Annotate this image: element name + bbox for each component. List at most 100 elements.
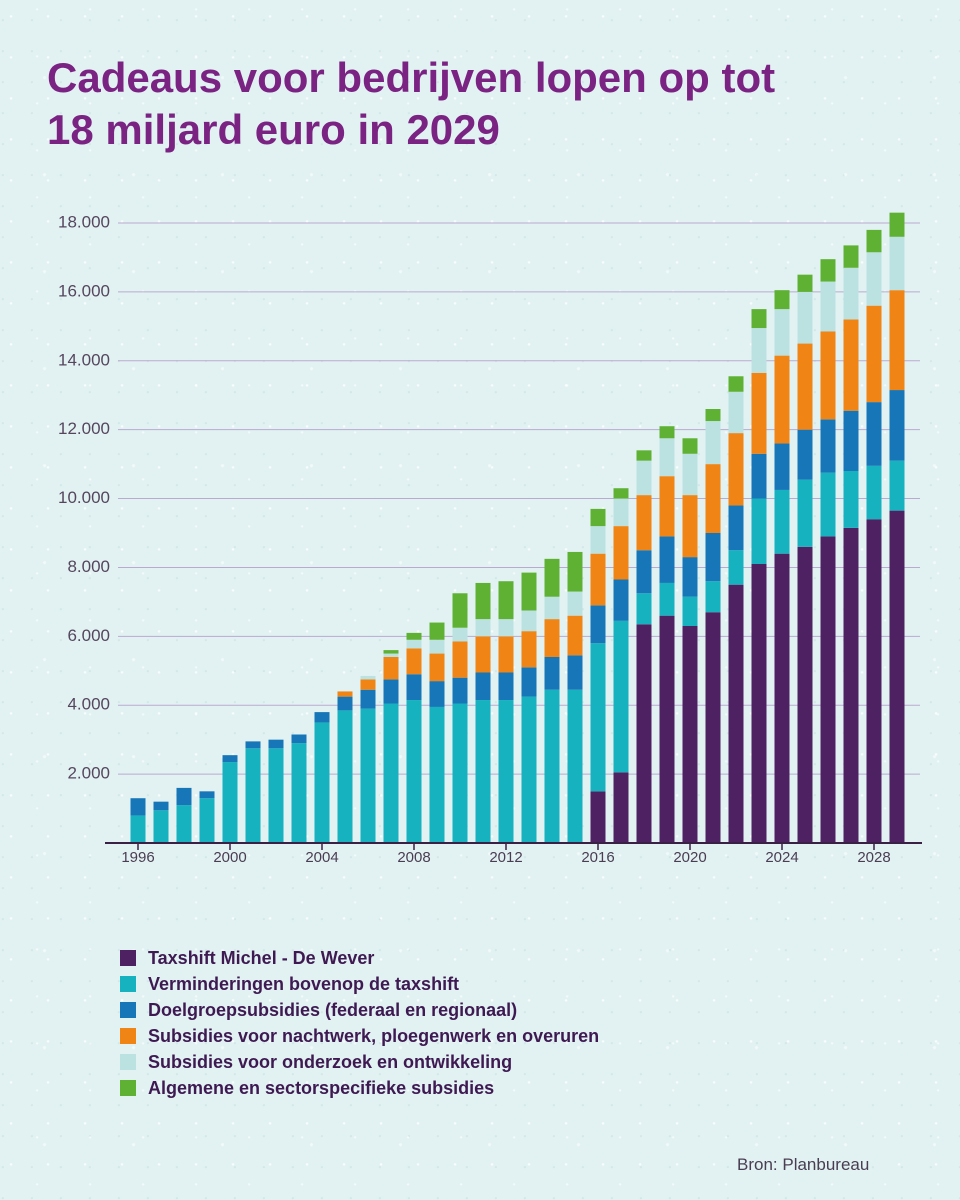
bar-segment-onderzoek-2018 (636, 460, 652, 496)
legend-label: Taxshift Michel - De Wever (148, 947, 375, 968)
x-tick-label: 2028 (857, 849, 890, 866)
bar-segment-algemeen-2011 (475, 582, 491, 620)
bar-segment-verminderingen-1998 (176, 805, 192, 843)
bar-segment-taxshift-2024 (774, 553, 790, 843)
bar-segment-nachtwerk-2025 (797, 343, 813, 430)
bar-segment-nachtwerk-2013 (521, 631, 537, 668)
bar-segment-verminderingen-2008 (406, 700, 422, 843)
bar-segment-algemeen-2027 (843, 245, 859, 268)
bar-segment-nachtwerk-2024 (774, 355, 790, 444)
bar-segment-doelgroep-2015 (567, 655, 583, 690)
bar-segment-nachtwerk-2029 (889, 290, 905, 391)
bar-segment-verminderingen-2000 (222, 762, 238, 843)
bar-stack-1997 (153, 801, 169, 843)
title-line-2: 18 miljard euro in 2029 (47, 106, 500, 153)
y-tick-label: 18.000 (58, 212, 110, 231)
bar-stack-2026 (820, 259, 836, 843)
bar-segment-taxshift-2023 (751, 564, 767, 843)
x-axis-labels: 1996 2000 2004 2008 2012 2016 2020 2024 2028 (121, 843, 891, 866)
bar-segment-verminderingen-2024 (774, 489, 790, 554)
bar-segment-algemeen-2026 (820, 259, 836, 282)
bar-segment-verminderingen-2007 (383, 703, 399, 843)
bar-segment-doelgroep-1996 (130, 798, 146, 816)
x-tick-label: 1996 (121, 849, 154, 866)
bar-segment-verminderingen-2026 (820, 472, 836, 537)
bar-segment-verminderingen-2025 (797, 479, 813, 547)
bar-segment-doelgroep-2001 (245, 741, 261, 749)
bar-segment-verminderingen-2012 (498, 700, 514, 843)
legend-item-doelgroep: Doelgroepsubsidies (federaal en regionaa… (120, 997, 599, 1023)
bar-segment-taxshift-2020 (682, 626, 698, 843)
bar-segment-verminderingen-2016 (590, 643, 606, 792)
bar-segment-algemeen-2016 (590, 508, 606, 527)
bar-segment-verminderingen-2023 (751, 498, 767, 564)
legend-item-algemeen: Algemene en sectorspecifieke subsidies (120, 1075, 599, 1101)
bar-segment-doelgroep-2013 (521, 667, 537, 697)
bar-segment-algemeen-2015 (567, 551, 583, 592)
bar-segment-nachtwerk-2023 (751, 372, 767, 454)
bar-stack-2024 (774, 290, 790, 843)
bar-segment-doelgroep-2002 (268, 739, 284, 749)
bar-stack-2019 (659, 426, 675, 843)
legend-swatch (120, 1028, 136, 1044)
bar-segment-algemeen-2025 (797, 274, 813, 292)
bar-segment-verminderingen-2005 (337, 710, 353, 843)
bar-stack-2022 (728, 376, 744, 843)
bar-stack-2003 (291, 734, 307, 843)
bar-segment-onderzoek-2025 (797, 291, 813, 344)
bar-segment-nachtwerk-2011 (475, 636, 491, 673)
legend-item-verminderingen: Verminderingen bovenop de taxshift (120, 971, 599, 997)
bar-segment-verminderingen-2009 (429, 706, 445, 843)
x-tick-label: 2020 (673, 849, 706, 866)
bar-segment-nachtwerk-2009 (429, 653, 445, 682)
bar-segment-doelgroep-2018 (636, 550, 652, 594)
bar-stack-2025 (797, 274, 813, 843)
bar-segment-nachtwerk-2018 (636, 495, 652, 551)
bar-segment-algemeen-2010 (452, 593, 468, 628)
y-tick-label: 2.000 (67, 764, 110, 783)
bar-segment-nachtwerk-2006 (360, 679, 376, 690)
bar-segment-verminderingen-2019 (659, 582, 675, 616)
bar-segment-onderzoek-2021 (705, 421, 721, 465)
bar-segment-taxshift-2027 (843, 527, 859, 843)
bar-segment-nachtwerk-2010 (452, 641, 468, 678)
legend-label: Doelgroepsubsidies (federaal en regionaa… (148, 999, 518, 1020)
bar-segment-onderzoek-2027 (843, 267, 859, 320)
bar-segment-doelgroep-2017 (613, 579, 629, 621)
legend-swatch (120, 1054, 136, 1070)
bar-segment-nachtwerk-2027 (843, 319, 859, 411)
y-tick-label: 8.000 (67, 557, 110, 576)
bar-segment-doelgroep-2012 (498, 672, 514, 701)
bar-segment-onderzoek-2011 (475, 619, 491, 637)
bar-segment-doelgroep-2020 (682, 557, 698, 597)
bar-segment-doelgroep-2023 (751, 453, 767, 499)
bar-stack-2002 (268, 739, 284, 843)
bar-segment-verminderingen-2010 (452, 703, 468, 843)
legend-swatch (120, 950, 136, 966)
bar-segment-algemeen-2013 (521, 572, 537, 611)
bar-segment-verminderingen-2018 (636, 593, 652, 625)
y-tick-label: 10.000 (58, 488, 110, 507)
x-tick-label: 2024 (765, 849, 798, 866)
bar-segment-verminderingen-1997 (153, 810, 169, 843)
bar-segment-doelgroep-2029 (889, 390, 905, 461)
bar-segment-nachtwerk-2012 (498, 636, 514, 673)
bar-segment-nachtwerk-2015 (567, 615, 583, 656)
bar-stack-2000 (222, 755, 238, 843)
y-tick-label: 12.000 (58, 419, 110, 438)
bar-stack-2007 (383, 650, 399, 843)
bar-stack-2001 (245, 741, 261, 843)
bar-segment-taxshift-2026 (820, 536, 836, 843)
bar-stack-2028 (866, 229, 882, 843)
bar-segment-taxshift-2016 (590, 791, 606, 843)
bar-stack-2010 (452, 593, 468, 843)
bar-segment-onderzoek-2029 (889, 236, 905, 291)
bar-segment-verminderingen-2002 (268, 748, 284, 843)
x-tick-label: 2016 (581, 849, 614, 866)
x-tick-label: 2004 (305, 849, 338, 866)
bars (130, 212, 905, 843)
bar-segment-onderzoek-2013 (521, 610, 537, 632)
bar-segment-onderzoek-2012 (498, 619, 514, 637)
bar-segment-onderzoek-2006 (360, 675, 376, 680)
